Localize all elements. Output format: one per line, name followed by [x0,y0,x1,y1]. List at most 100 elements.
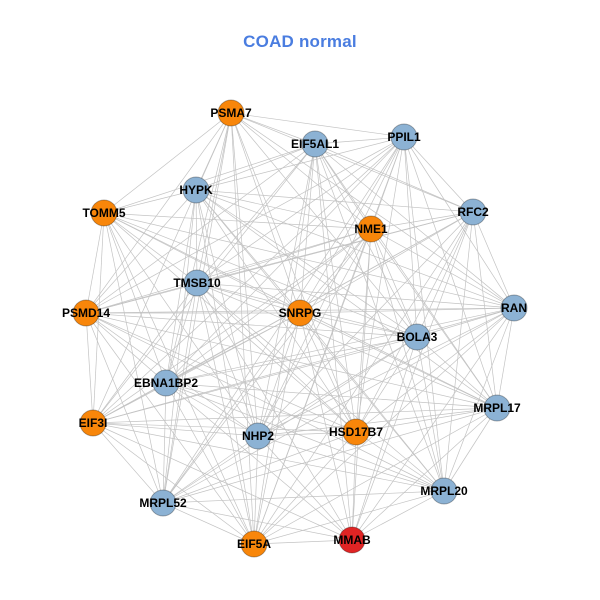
network-edge [230,112,316,145]
network-edge [299,312,445,492]
network-edge [299,211,474,314]
network-edge [196,112,232,284]
network-edge [196,282,445,492]
network-edge [92,336,418,424]
network-node-mrpl52 [149,489,177,517]
network-edge [299,143,316,314]
network-edge [85,312,445,492]
network-edge [230,112,357,433]
network-edge [103,189,197,214]
network-edge [162,502,353,541]
network-edge [355,407,498,433]
network-edge [103,212,515,309]
network-edge [103,212,372,230]
network-edge [299,312,353,541]
network-node-ppil1 [390,123,418,151]
network-edge [416,336,445,492]
network-edge [162,382,167,504]
network-edge [416,336,498,409]
network-edge [103,112,232,214]
network-edge [103,212,167,384]
network-edge [230,112,255,545]
network-edge [85,136,405,314]
network-edge [162,435,259,504]
network-node-tomm5 [90,199,118,227]
network-node-psmd14 [72,299,100,327]
network-edge [351,336,418,541]
network-edge [196,143,316,284]
network-edge [85,312,255,545]
network-edge [165,382,353,541]
network-edge [195,189,198,284]
network-edge [257,228,372,437]
node-label-mmab: MMAB [333,533,371,547]
figure-title: COAD normal [243,32,357,51]
network-edge [257,431,357,437]
network-node-eif5a [240,530,268,558]
network-node-eif3i [79,409,107,437]
network-edge [196,282,353,541]
node-label-mrpl52: MRPL52 [139,496,187,510]
network-edge [85,212,105,314]
network-edge [314,143,372,230]
network-node-nhp2 [244,422,272,450]
network-edge [103,212,164,504]
node-label-nme1: NME1 [354,222,388,236]
node-label-eif3i: EIF3I [79,416,108,430]
network-node-eif5al1 [301,130,329,158]
network-edge [103,212,301,314]
network-edge [162,407,498,504]
network-edge [196,228,372,284]
network-edge [230,112,259,437]
network-edge [103,212,259,437]
network-edge [195,189,445,492]
node-label-bola3: BOLA3 [397,330,438,344]
network-edge [196,282,255,545]
network-edge [257,407,498,437]
network-edge [162,307,515,504]
network-edge [85,228,372,314]
network-edge [416,211,474,338]
network-edge [370,228,445,492]
network-edge [370,228,418,338]
network-edge [253,143,316,545]
network-edge [253,211,474,545]
network-edge [85,312,167,384]
network-edge [351,407,498,541]
network-edge [85,143,316,314]
network-edge [162,282,198,504]
network-edge [351,490,445,541]
node-label-psma7: PSMA7 [210,106,252,120]
network-edge [472,211,515,309]
network-edge [103,212,357,433]
network-node-ebna1bp2 [152,369,180,397]
network-node-mmab [338,526,366,554]
network-edge [314,143,515,309]
network-edge [165,382,445,492]
node-label-mrpl17: MRPL17 [473,401,521,415]
network-edge [355,136,405,433]
node-label-tmsb10: TMSB10 [173,276,221,290]
network-edge [162,228,372,504]
network-edge [92,228,372,424]
network-edge [230,112,418,338]
network-node-mrpl20 [430,477,458,505]
network-edge [165,228,372,384]
network-edge [85,312,94,424]
network-edge [351,307,515,541]
network-edge [355,228,372,433]
network-edge [92,112,232,424]
network-edge [196,282,515,309]
network-edge [230,112,474,213]
network-edge [351,431,357,541]
network-edge [92,212,105,424]
network-edge [92,422,445,492]
network-edge [196,136,405,284]
network-edge [85,189,197,314]
network-edge [92,407,498,424]
network-edge [355,307,515,433]
network-edge [443,307,515,492]
network-node-hsd17b7 [342,418,370,446]
network-edge [257,307,515,437]
